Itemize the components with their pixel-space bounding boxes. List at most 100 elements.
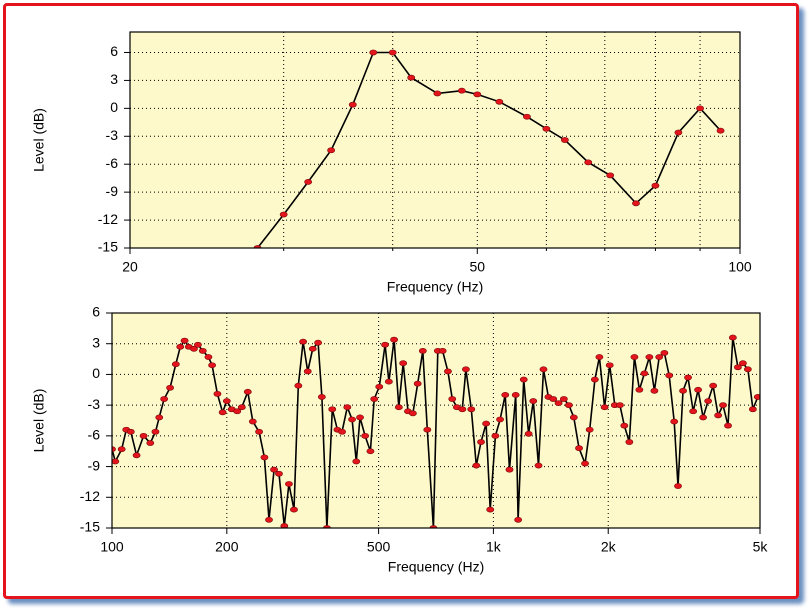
marker	[407, 74, 416, 81]
marker	[635, 386, 644, 393]
marker	[290, 506, 298, 513]
x-tick-label: 2k	[601, 539, 617, 555]
marker	[523, 113, 531, 120]
marker	[390, 336, 398, 343]
marker	[444, 368, 452, 375]
y-tick-label: 0	[110, 99, 118, 115]
marker	[660, 350, 669, 356]
x-tick-label: 50	[469, 259, 485, 275]
marker	[369, 49, 378, 56]
marker	[448, 396, 457, 402]
marker	[126, 428, 135, 435]
marker	[338, 428, 346, 435]
marker	[477, 439, 485, 445]
marker	[560, 137, 569, 143]
marker	[534, 462, 543, 469]
marker	[348, 101, 357, 108]
marker	[665, 372, 674, 379]
y-tick-label: -6	[88, 427, 101, 443]
y-tick-label: -3	[106, 127, 119, 143]
y-tick-label: -6	[106, 155, 119, 171]
marker	[218, 409, 227, 416]
marker	[505, 466, 514, 473]
marker	[237, 404, 246, 411]
marker	[524, 430, 533, 437]
marker	[739, 360, 747, 367]
marker	[248, 418, 257, 425]
marker	[645, 354, 654, 360]
marker	[270, 466, 278, 473]
marker	[132, 452, 141, 459]
marker	[699, 414, 707, 421]
marker	[317, 394, 326, 400]
marker	[423, 426, 432, 433]
marker	[388, 49, 397, 56]
marker	[328, 406, 337, 413]
marker	[748, 406, 757, 413]
marker	[539, 366, 548, 373]
marker	[684, 374, 692, 381]
marker	[381, 341, 389, 348]
marker	[348, 416, 356, 423]
marker	[606, 172, 615, 179]
marker	[753, 394, 760, 400]
marker	[304, 178, 313, 185]
y-tick-label: 6	[110, 43, 118, 59]
series	[112, 334, 760, 528]
marker	[408, 410, 417, 417]
y-tick-label: -15	[80, 519, 100, 535]
marker	[361, 432, 370, 439]
marker	[491, 432, 500, 439]
x-tick-label: 100	[100, 539, 124, 555]
marker	[155, 414, 164, 421]
marker	[709, 382, 718, 389]
marker	[112, 458, 120, 465]
plot-frame	[129, 31, 741, 249]
marker	[542, 125, 551, 132]
marker	[433, 90, 442, 97]
y-axis-label: Level (dB)	[31, 108, 47, 172]
marker	[694, 386, 703, 393]
marker	[213, 390, 222, 397]
marker	[743, 366, 752, 373]
marker	[595, 354, 604, 360]
marker	[294, 382, 303, 389]
marker	[632, 200, 640, 207]
marker	[728, 334, 737, 341]
y-tick-label: -15	[98, 239, 118, 255]
marker	[501, 392, 510, 398]
marker	[308, 345, 317, 352]
marker	[679, 387, 687, 394]
y-axis-label: Level (dB)	[31, 389, 47, 453]
marker	[554, 400, 563, 406]
marker	[559, 396, 568, 402]
marker	[303, 368, 312, 375]
marker	[734, 364, 742, 371]
marker	[285, 481, 293, 487]
marker	[650, 387, 659, 394]
marker	[651, 182, 660, 189]
marker	[399, 360, 408, 367]
marker	[204, 354, 213, 360]
marker	[514, 516, 523, 523]
marker	[279, 211, 288, 218]
marker	[495, 98, 504, 105]
marker	[117, 446, 126, 453]
marker	[413, 380, 422, 387]
marker	[482, 420, 491, 427]
marker	[549, 396, 558, 402]
marker	[620, 422, 629, 429]
marker	[458, 406, 467, 413]
marker	[605, 362, 614, 369]
x-axis-label: Frequency (Hz)	[387, 279, 483, 295]
marker	[418, 347, 427, 354]
x-axis-label: Frequency (Hz)	[388, 559, 484, 575]
marker	[674, 483, 682, 489]
x-tick-label: 1k	[486, 539, 502, 555]
marker	[674, 129, 683, 136]
marker	[280, 523, 289, 528]
marker	[457, 87, 466, 94]
marker	[275, 470, 283, 477]
marker	[496, 416, 504, 423]
marker	[323, 525, 331, 528]
